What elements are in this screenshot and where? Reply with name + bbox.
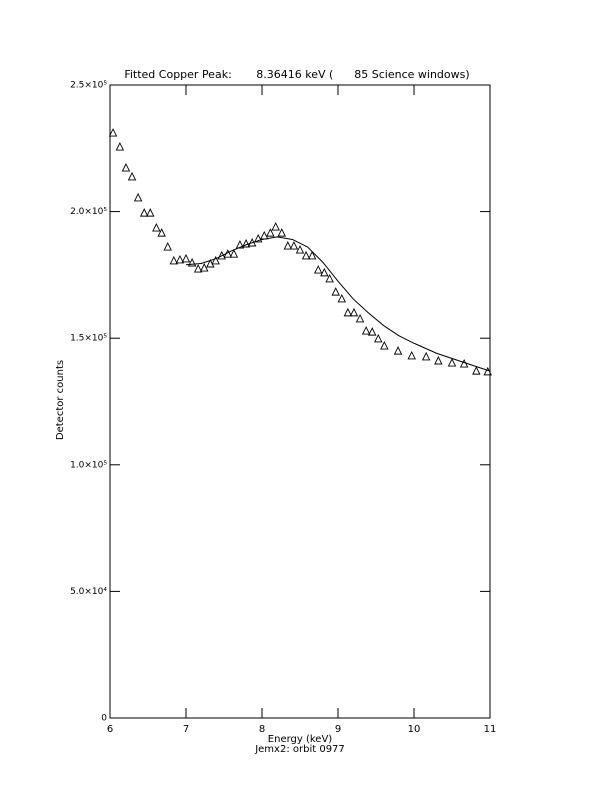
- data-point: [374, 333, 383, 343]
- x-tick-label: 11: [484, 724, 497, 735]
- data-point: [152, 223, 161, 232]
- x-axis-label: Energy (keV): [268, 734, 333, 745]
- data-point: [175, 254, 185, 264]
- data-point: [367, 327, 377, 336]
- data-point: [277, 228, 286, 237]
- data-point: [421, 351, 431, 361]
- data-point: [331, 287, 340, 296]
- y-tick-label: 0: [101, 714, 107, 724]
- y-tick-label: 2.5×10⁵: [70, 81, 107, 91]
- data-point: [193, 264, 203, 273]
- data-point: [301, 250, 311, 260]
- data-point: [229, 249, 239, 258]
- data-point: [355, 313, 365, 323]
- data-point: [200, 263, 209, 272]
- subtitle: Jemx2: orbit 0977: [254, 744, 345, 755]
- data-point: [343, 307, 353, 317]
- data-point: [181, 253, 191, 263]
- y-tick-label: 2.0×10⁵: [70, 207, 107, 217]
- data-point: [139, 208, 149, 217]
- x-tick-label: 10: [408, 724, 421, 735]
- data-point: [163, 242, 172, 251]
- data-point: [266, 228, 275, 237]
- data-point: [115, 142, 125, 151]
- x-tick-label: 7: [183, 724, 189, 735]
- data-point: [187, 257, 197, 267]
- data-point: [169, 255, 179, 265]
- data-point: [146, 208, 155, 217]
- data-point: [361, 326, 371, 335]
- x-tick-label: 6: [107, 724, 113, 735]
- y-tick-label: 1.5×10⁵: [70, 334, 107, 344]
- data-point: [289, 241, 299, 250]
- chart-title: Fitted Copper Peak: 8.36416 keV ( 85 Sci…: [124, 68, 469, 81]
- data-point: [434, 355, 443, 365]
- data-point: [283, 241, 293, 250]
- data-point: [380, 341, 389, 350]
- data-point: [157, 228, 166, 237]
- data-point: [295, 245, 305, 254]
- y-axis-label: Detector counts: [55, 360, 66, 440]
- y-tick-label: 1.0×10⁵: [70, 460, 107, 470]
- data-point: [337, 293, 347, 303]
- data-point: [121, 163, 131, 172]
- y-tick-label: 5.0×10⁴: [70, 587, 107, 597]
- x-tick-label: 8: [259, 724, 265, 735]
- data-point: [211, 255, 220, 265]
- data-point: [320, 267, 329, 277]
- data-point: [472, 366, 481, 375]
- data-point: [108, 128, 118, 137]
- data-point: [253, 233, 263, 243]
- data-point: [447, 358, 457, 367]
- data-point: [314, 265, 323, 274]
- plot-frame: [109, 84, 491, 719]
- fit-line: [185, 236, 491, 372]
- x-tick-label: 9: [335, 724, 341, 735]
- data-point: [393, 346, 403, 355]
- data-point: [235, 240, 245, 249]
- data-point: [407, 350, 416, 360]
- data-point: [133, 192, 143, 202]
- data-point: [349, 307, 359, 317]
- data-point: [271, 222, 280, 231]
- data-point: [325, 273, 334, 283]
- data-point: [307, 250, 317, 260]
- data-point: [241, 239, 251, 248]
- data-point: [127, 171, 137, 181]
